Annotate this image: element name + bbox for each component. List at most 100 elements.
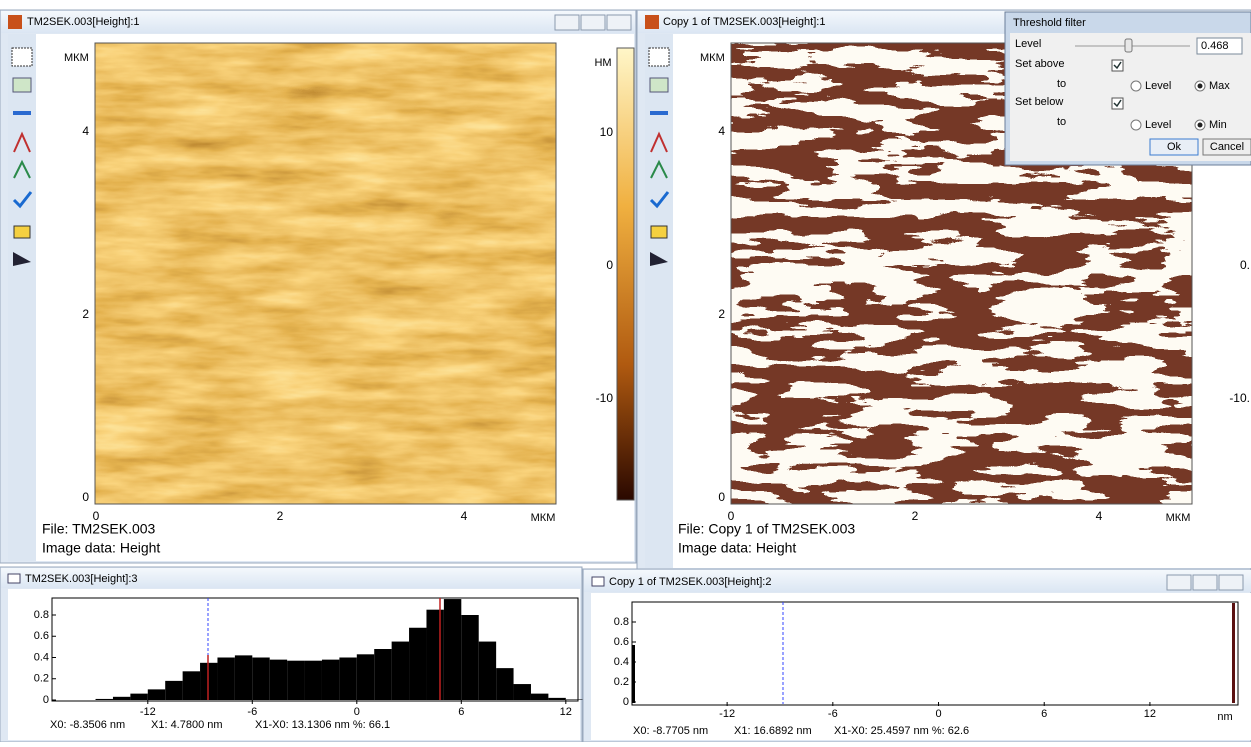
y-tick-label: 4 [718,124,725,138]
image-data: Image data: Height [42,540,160,556]
angle-tool[interactable] [13,131,31,153]
profile-tool[interactable] [12,77,32,93]
window-title: TM2SEK.003[Height]:1 [27,16,140,28]
y-unit: МКМ [64,52,89,64]
x-tick-label: 4 [461,509,468,523]
level-slider[interactable] [1124,38,1133,53]
file-name: File: Copy 1 of TM2SEK.003 [678,521,855,537]
histogram-bar [269,659,288,700]
window-title: Copy 1 of TM2SEK.003[Height]:1 [663,16,825,28]
status-x1: X1: 4.7800 nm [151,719,223,731]
x-tick-label: 0 [93,509,100,523]
angle-tool[interactable] [650,131,668,153]
above-to-label: to [1057,78,1066,90]
maximize-button[interactable] [580,14,606,31]
histogram-bar [530,693,549,700]
set-above-label: Set above [1015,58,1065,70]
fill-tool[interactable] [650,225,668,239]
below-level-label: Level [1145,119,1171,131]
histogram-bar [147,689,166,700]
y-tick-label: 0 [82,490,89,504]
histogram-bar [409,627,427,700]
maximize-button[interactable] [1192,574,1218,591]
ok-button[interactable] [1149,138,1199,156]
histogram-spike [1232,603,1235,703]
select-tool[interactable] [648,47,670,67]
cancel-button[interactable] [1202,138,1251,156]
check-tool[interactable] [12,191,33,209]
colorbar-tick-label: -10 [596,391,614,405]
histogram-bar [356,654,375,700]
line-tool[interactable] [13,111,31,115]
above-level-label: Level [1145,80,1171,92]
histogram-bar [130,693,148,700]
histogram-bar [513,684,531,700]
histogram-bar [339,657,357,700]
dialog-title: Threshold filter [1013,17,1086,29]
peak-tool[interactable] [650,159,668,179]
line-tool[interactable] [650,111,668,115]
y-tick-label: 4 [82,124,89,138]
y-tick-label: 0.6 [614,636,629,648]
file-name: File: TM2SEK.003 [42,521,156,537]
colorbar-tick-label: -10. [1229,391,1250,405]
threshold-dialog: Threshold filter Level 0.468 Set above t… [1004,11,1251,166]
set-below-checkbox[interactable] [1111,97,1124,110]
check-tool[interactable] [649,191,670,209]
x-tick-label: 4 [1096,509,1103,523]
level-tool[interactable] [650,252,668,266]
close-button[interactable] [1218,574,1244,591]
histogram-bar [391,641,410,700]
histogram-bar [426,609,444,700]
histogram-bar [165,680,183,700]
x-tick-label: 0 [728,509,735,523]
set-below-label: Set below [1015,96,1063,108]
colorbar-unit: НМ [594,57,611,69]
x-tick-label: -12 [719,708,735,720]
title-bar [1,568,581,588]
level-label: Level [1015,38,1041,50]
y-tick-label: 0.2 [614,676,629,688]
histogram-bar [374,649,392,700]
fill-tool[interactable] [13,225,31,239]
histogram-bar [112,696,131,700]
histogram-spike [632,645,635,703]
status-diff: X1-X0: 25.4597 nm %: 62.6 [834,725,969,737]
above-level-radio[interactable] [1130,80,1142,92]
x-tick-label: -6 [247,706,257,718]
histogram-bar [496,668,514,700]
level-value: 0.468 [1201,40,1229,52]
y-tick-label: 0.4 [614,656,629,668]
x-tick-label: 0 [935,708,941,720]
below-level-radio[interactable] [1130,119,1142,131]
x-tick-label: 12 [1144,708,1156,720]
set-above-checkbox[interactable] [1111,59,1124,72]
toolbar [645,34,673,568]
colorbar-tick-label: 10 [600,125,614,139]
x-tick-label: 2 [277,509,284,523]
level-input[interactable] [1196,37,1243,55]
histogram-bar [461,615,479,700]
peak-tool[interactable] [13,159,31,179]
close-button[interactable] [606,14,632,31]
histogram-bar [443,599,462,700]
minimize-button[interactable] [1166,574,1192,591]
x-unit: МКМ [1166,512,1191,524]
client-area [591,593,1251,740]
x-unit: МКМ [531,512,556,524]
minimize-button[interactable] [554,14,580,31]
x-tick-label: 6 [458,706,464,718]
profile-tool[interactable] [649,77,669,93]
plot-area [51,597,579,702]
image-border [730,42,1193,505]
x-tick-label: 2 [912,509,919,523]
y-unit: МКМ [700,52,725,64]
x-tick-label: -6 [828,708,838,720]
select-tool[interactable] [11,47,33,67]
window-title: TM2SEK.003[Height]:3 [25,573,138,585]
level-tool[interactable] [13,252,31,266]
image-border [94,42,557,505]
histogram-bar [182,671,201,700]
histogram-bar [252,657,270,700]
